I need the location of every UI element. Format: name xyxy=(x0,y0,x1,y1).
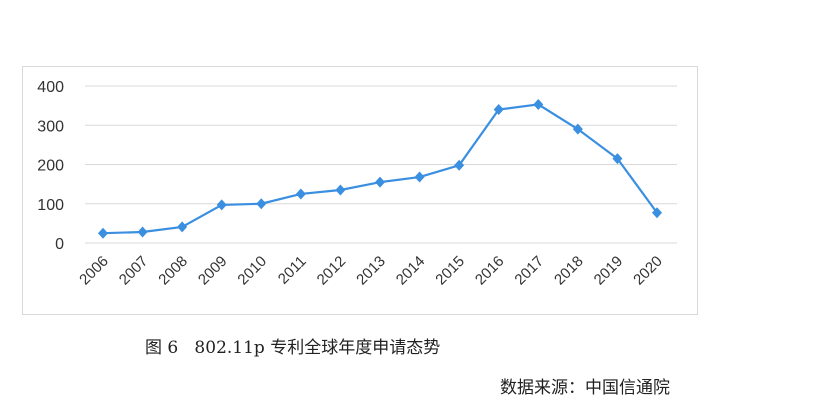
data-point xyxy=(295,188,306,200)
y-tick-label: 400 xyxy=(37,79,64,96)
x-tick-label: 2014 xyxy=(393,253,429,289)
x-tick-label: 2019 xyxy=(591,253,627,289)
x-tick-label: 2017 xyxy=(511,253,547,289)
x-tick-label: 2020 xyxy=(630,253,666,289)
data-point xyxy=(414,171,425,183)
x-tick-label: 2006 xyxy=(76,253,112,289)
data-point xyxy=(256,198,267,210)
x-tick-label: 2016 xyxy=(472,253,508,289)
y-tick-label: 300 xyxy=(37,118,64,135)
x-tick-label: 2007 xyxy=(116,253,152,289)
x-tick-label: 2013 xyxy=(353,253,389,289)
data-point xyxy=(493,104,504,116)
x-tick-label: 2011 xyxy=(275,253,310,288)
data-point xyxy=(177,221,188,233)
data-point xyxy=(572,123,583,135)
figure-caption: 图 6 802.11p 专利全球年度申请态势 xyxy=(145,338,441,358)
data-source: 数据来源：中国信通院 xyxy=(500,378,670,398)
x-tick-label: 2015 xyxy=(432,253,468,289)
series-line xyxy=(102,103,658,235)
x-tick-label: 2010 xyxy=(234,253,270,289)
x-tick-label: 2008 xyxy=(155,253,191,289)
y-tick-label: 200 xyxy=(37,158,64,175)
y-tick-label: 0 xyxy=(55,236,64,253)
data-point xyxy=(137,226,148,238)
x-tick-label: 2012 xyxy=(314,253,350,289)
x-tick-label: 2009 xyxy=(195,253,231,289)
y-tick-label: 100 xyxy=(37,197,64,214)
data-point xyxy=(612,153,623,165)
data-point xyxy=(375,176,385,188)
data-point xyxy=(216,199,227,211)
x-tick-label: 2018 xyxy=(551,253,587,289)
data-point xyxy=(335,184,346,196)
data-point xyxy=(454,159,465,171)
chart-frame xyxy=(22,66,698,315)
data-point xyxy=(652,207,662,219)
data-point xyxy=(98,227,108,239)
data-point xyxy=(533,98,544,110)
